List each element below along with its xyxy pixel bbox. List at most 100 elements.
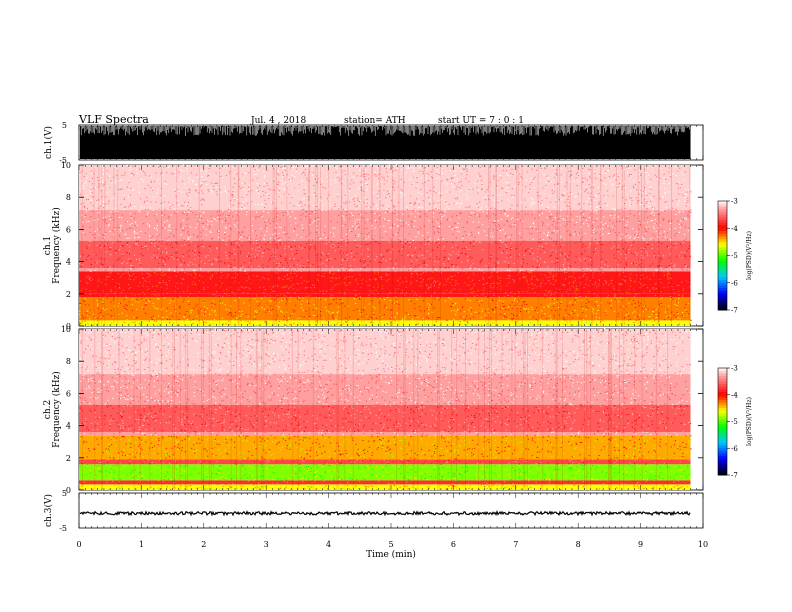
ch1-spectrogram-ytick-label: 4 — [66, 258, 71, 267]
ch3-waveform-trace — [79, 509, 691, 517]
ch1-spectrogram-colorbar-step — [718, 285, 727, 289]
ch1-spectrogram-colorbar-tick-label: -3 — [731, 198, 738, 206]
ch2-spectrogram-colorbar-step — [718, 458, 727, 463]
ch2-spectrogram-colorbar-step — [718, 464, 727, 468]
ch2-spectrogram-band-4-speckle-b — [79, 434, 692, 460]
ch2-spectrogram-colorbar-tick-label: -4 — [731, 391, 738, 399]
ch1-spectrogram-colorbar-step — [718, 304, 727, 308]
ch1-spectrogram-colorbar-step — [718, 252, 727, 256]
ch2-spectrogram-colorbar-step — [718, 394, 727, 398]
ch2-spectrogram-cells — [79, 328, 692, 491]
ch2-spectrogram-band-8 — [79, 329, 691, 375]
xtick-label: 8 — [576, 540, 581, 549]
ch2-spectrogram-colorbar-step — [718, 389, 727, 393]
ch2-spectrogram-band-2 — [79, 464, 691, 481]
ch1-spectrogram-colorbar-tick-label: -4 — [731, 225, 738, 233]
ch1-spectrogram-colorbar-step — [718, 260, 727, 265]
ch2-spectrogram-colorbar-step — [718, 410, 727, 414]
ch1-spectrogram-colorbar-step — [718, 241, 727, 246]
ch2-spectrogram-colorbar-step — [718, 397, 727, 401]
ch1-spectrogram-colorbar-step — [718, 293, 727, 297]
ch1-spectrogram-band-5-speckle-a — [79, 240, 688, 269]
ch2-spectrogram-colorbar-step — [718, 370, 727, 374]
ch2-spectrogram-colorbar-step — [718, 456, 727, 460]
ch2-spectrogram-band-1 — [79, 480, 691, 485]
ch1-spectrogram-colorbar-step — [718, 209, 727, 213]
ch1-spectrogram-colorbar: -3 -4 -5 -6 -7 log(PSD)(V²/Hz) — [717, 198, 753, 315]
ch1-spectrogram-colorbar-step — [718, 277, 727, 281]
ch2-spectrogram-ylabel-1: Frequency (kHz) — [51, 371, 62, 448]
ch1-spectrogram-colorbar-step — [718, 214, 727, 218]
ch2-spectrogram-colorbar-step — [718, 453, 727, 457]
ch1-spectrogram-cells — [79, 164, 692, 327]
ch2-spectrogram-band-0-speckle-a — [79, 483, 685, 491]
ch1-waveform-envelope-gaps — [80, 126, 690, 136]
ch2-spectrogram-band-0 — [79, 484, 691, 490]
ch2-spectrogram-colorbar-step — [718, 402, 727, 406]
ch2-spectrogram-colorbar-step — [718, 448, 727, 452]
xtick-label: 1 — [139, 540, 144, 549]
ch2-spectrogram-colorbar-step — [718, 413, 727, 417]
ch2-spectrogram-streaks — [81, 329, 669, 490]
ch1-spectrogram-colorbar-step — [718, 269, 727, 273]
ch1-spectrogram-colorbar-step — [718, 230, 727, 235]
ch1-spectrogram-colorbar-step — [718, 222, 727, 227]
ch1-spectrogram-colorbar-step — [718, 220, 727, 224]
ch1-spectrogram-colorbar-step — [718, 299, 727, 303]
ch2-spectrogram-colorbar-step — [718, 373, 727, 377]
ch2-spectrogram-band-7-speckle-b — [79, 373, 689, 405]
ch1-spectrogram-band-4 — [79, 268, 691, 272]
figure-title: VLF Spectra — [78, 113, 149, 126]
ch1-spectrogram-band-2 — [79, 293, 691, 298]
ch2-spectrogram-colorbar-tick-label: -7 — [731, 472, 738, 480]
ch1-spectrogram-colorbar-label: log(PSD)(V²/Hz) — [746, 231, 753, 280]
ch1-spectrogram-colorbar-step — [718, 290, 727, 295]
ch2-spectrogram-colorbar-step — [718, 418, 727, 422]
ch1-spectrogram-band-4-speckle-b — [84, 267, 688, 272]
ch1-spectrogram-colorbar-step — [718, 301, 727, 306]
ch2-spectrogram-band-1-speckle-b — [82, 479, 690, 485]
ch2-spectrogram-ytick-label: 4 — [66, 422, 71, 431]
ch1-spectrogram-colorbar-step — [718, 282, 727, 286]
ch1-spectrogram-colorbar-step — [718, 244, 727, 248]
ch2-spectrogram-colorbar-label: log(PSD)(V²/Hz) — [746, 397, 753, 446]
ch2-spectrogram-colorbar-step — [718, 466, 727, 471]
ch2-spectrogram-colorbar-step — [718, 408, 727, 412]
ch1-spectrogram-band-7-speckle-b — [79, 164, 692, 211]
ch1-spectrogram-colorbar-step — [718, 211, 727, 216]
ch2-spectrogram-colorbar-step — [718, 392, 727, 396]
ch3-waveform-ylabel: ch.3(V) — [43, 494, 54, 527]
ch1-spectrogram-colorbar-step — [718, 288, 727, 292]
xtick-label: 9 — [638, 540, 643, 549]
ch2-spectrogram-band-1-speckle-a — [83, 479, 680, 485]
ch3-waveform-series — [79, 509, 691, 517]
ch2-spectrogram-colorbar-step — [718, 469, 727, 473]
ch1-spectrogram-band-7 — [79, 165, 691, 211]
ch3-waveform-ytick-label: -5 — [59, 524, 67, 533]
ch1-spectrogram-colorbar-step — [718, 228, 727, 232]
ch1-spectrogram-colorbar-step — [718, 280, 727, 284]
xtick-label: 0 — [76, 540, 81, 549]
ch2-spectrogram-band-0-speckle-b — [80, 483, 689, 491]
ch1-spectrogram-colorbar-step — [718, 271, 727, 276]
ch1-waveform-ytick-label: 5 — [62, 121, 67, 130]
ch1-spectrogram-band-1 — [79, 297, 691, 321]
ch1-spectrogram-colorbar-step — [718, 225, 727, 229]
ch1-waveform-ylabel: ch.1(V) — [43, 126, 54, 159]
ch2-spectrogram-colorbar-step — [718, 381, 727, 385]
ch1-spectrogram-colorbar-step — [718, 247, 727, 251]
ch1-spectrogram-colorbar-step — [718, 233, 727, 237]
ch2-spectrogram-ylabel-0: ch.2 — [43, 400, 53, 419]
x-axis-label: Time (min) — [366, 549, 416, 560]
date-label: Jul. 4 , 2018 — [250, 116, 306, 126]
ch2-spectrogram-colorbar-step — [718, 445, 727, 449]
ch2-spectrogram-band-3 — [79, 459, 691, 465]
ch2-spectrogram-colorbar-step — [718, 426, 727, 431]
ch2-spectrogram-colorbar-step — [718, 450, 727, 455]
ch1-waveform-ytick-label: -5 — [59, 156, 67, 165]
ch2-spectrogram-ytick-label: 0 — [66, 486, 71, 495]
ch1-spectrogram-colorbar-step — [718, 296, 727, 300]
ch2-spectrogram-colorbar-step — [718, 429, 727, 433]
ch2-spectrogram-band-6-speckle-b — [79, 404, 692, 433]
